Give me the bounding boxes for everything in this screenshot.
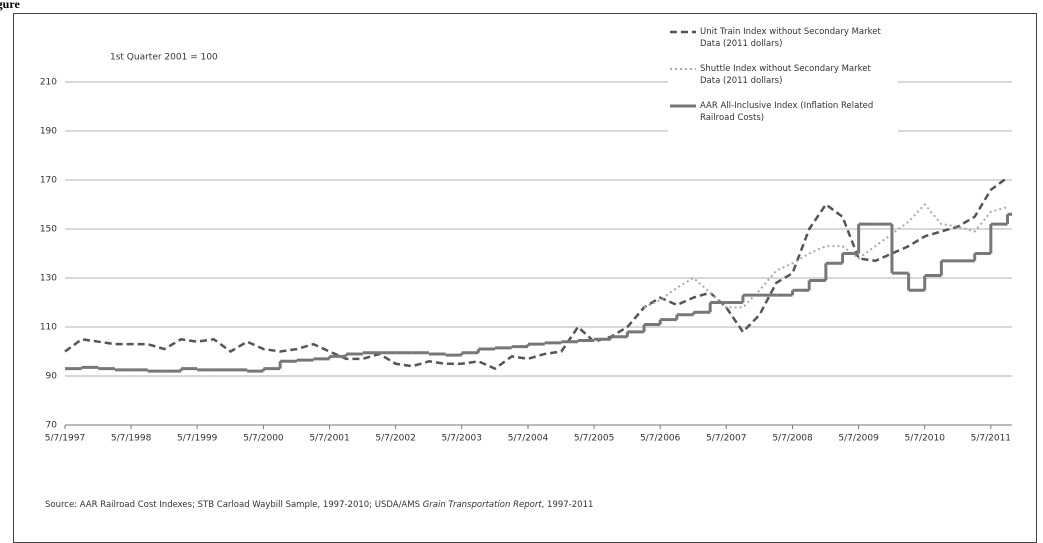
source-title: Grain Transportation Report <box>422 500 542 510</box>
y-tick-label: 170 <box>40 176 57 186</box>
x-tick-label: 5/7/2009 <box>838 434 879 444</box>
legend-swatch <box>670 68 696 70</box>
legend-entry: Unit Train Index without Secondary Marke… <box>668 26 898 50</box>
x-tick-label: 5/7/2008 <box>772 434 813 444</box>
annotation: 1st Quarter 2001 = 100 <box>110 53 218 63</box>
x-tick-label: 5/7/1997 <box>45 434 85 444</box>
x-tick-label: 5/7/2010 <box>905 434 946 444</box>
y-tick-label: 110 <box>40 323 57 333</box>
x-tick-label: 5/7/2005 <box>574 434 614 444</box>
y-tick-label: 130 <box>40 274 57 284</box>
y-tick-label: 210 <box>40 78 57 88</box>
legend-entry: Shuttle Index without Secondary Market D… <box>668 63 898 87</box>
legend-entry: AAR All-Inclusive Index (Inflation Relat… <box>668 100 898 124</box>
source-text: , 1997-2011 <box>541 500 594 510</box>
series-line <box>643 202 1008 309</box>
source: Source: AAR Railroad Cost Indexes; STB C… <box>45 500 593 510</box>
source-text: Source: AAR Railroad Cost Indexes; STB C… <box>45 500 423 510</box>
y-tick-label: 150 <box>40 225 57 235</box>
series-line <box>64 176 1009 371</box>
y-tick-label: 70 <box>46 421 58 431</box>
x-tick-label: 5/7/2001 <box>309 434 349 444</box>
x-tick-label: 5/7/2007 <box>706 434 746 444</box>
x-tick-label: 5/7/2006 <box>640 434 681 444</box>
legend: Unit Train Index without Secondary Marke… <box>668 26 898 137</box>
legend-label: AAR All-Inclusive Index (Inflation Relat… <box>700 101 874 123</box>
y-tick-label: 190 <box>40 127 57 137</box>
x-tick-label: 5/7/1999 <box>177 434 218 444</box>
y-tick-label: 90 <box>46 372 58 382</box>
x-tick-label: 5/7/2002 <box>375 434 415 444</box>
legend-swatch <box>670 104 696 108</box>
legend-label: Unit Train Index without Secondary Marke… <box>700 27 881 49</box>
x-tick-label: 5/7/2000 <box>243 434 284 444</box>
x-tick-label: 5/7/2004 <box>508 434 549 444</box>
x-tick-label: 5/7/2003 <box>442 434 482 444</box>
figure-label: Figure <box>0 0 20 11</box>
x-tick-label: 5/7/2011 <box>971 434 1011 444</box>
legend-swatch <box>670 30 696 34</box>
legend-label: Shuttle Index without Secondary Market D… <box>700 64 871 86</box>
x-tick-label: 5/7/1998 <box>111 434 152 444</box>
